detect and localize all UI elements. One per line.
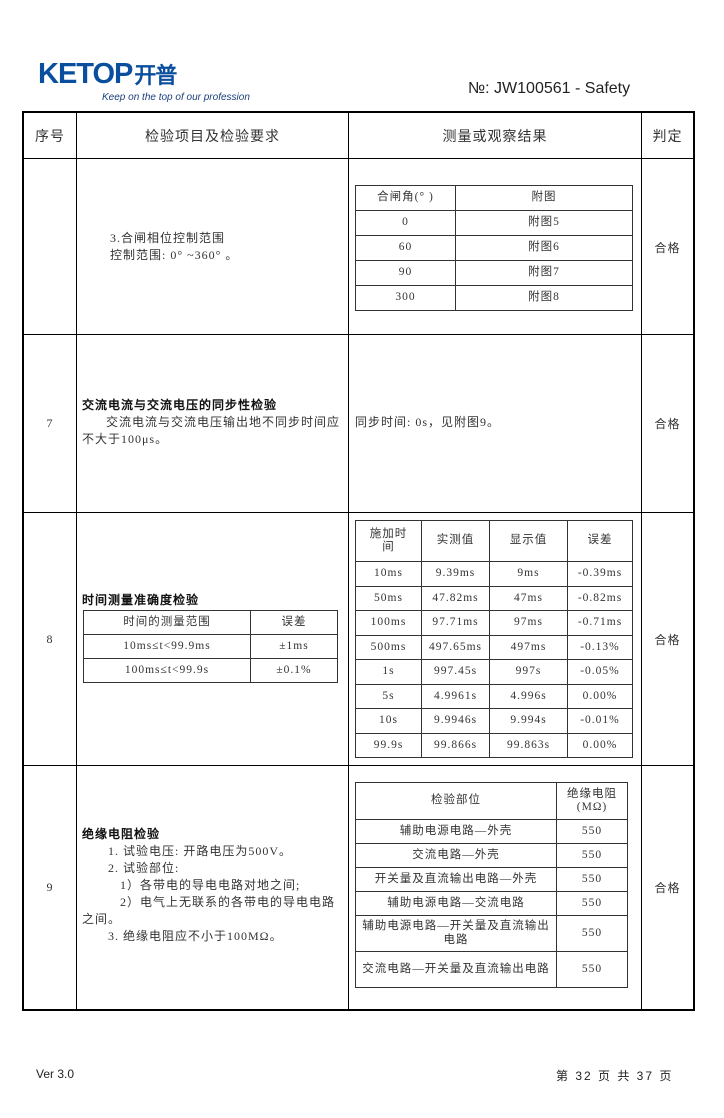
table-cell: 开关量及直流输出电路—外壳 (355, 867, 557, 892)
result-text: 同步时间: 0s，见附图9。 (355, 415, 501, 429)
table-cell: 47.82ms (421, 585, 490, 611)
table-cell: 997s (489, 659, 568, 685)
table-cell: 500ms (355, 634, 422, 660)
table-cell: 1s (355, 659, 422, 685)
table-cell: 9.9946s (421, 708, 490, 734)
table-row: 500ms 497.65ms 497ms -0.13% (355, 634, 633, 660)
table-row: 辅助电源电路—交流电路 550 (355, 891, 628, 916)
range-error-table: 时间的测量范围 误差 10ms≤t<99.9ms ±1ms 100ms≤t<99.9… (83, 610, 338, 683)
table-cell: 4.9961s (421, 683, 490, 709)
table-cell: 97.71ms (421, 610, 490, 636)
table-border (693, 111, 695, 1011)
table-cell: 550 (556, 891, 628, 916)
table-cell: -0.05% (567, 659, 633, 685)
table-cell: 550 (556, 843, 628, 868)
table-cell: -0.01% (567, 708, 633, 734)
row-number: 9 (46, 880, 54, 894)
divider (76, 111, 77, 1011)
table-cell: -0.82ms (567, 585, 633, 611)
table-cell: 550 (556, 819, 628, 844)
table-cell: 100ms (355, 610, 422, 636)
col-header-no: 序号 (35, 129, 65, 145)
time-accuracy-table: 施加时间 实测值 显示值 误差 10ms 9.39ms 9ms -0.39ms 50ms 47.… (355, 520, 633, 758)
table-cell: 50ms (355, 585, 422, 611)
verdict: 合格 (654, 417, 681, 431)
table-cell: 497ms (489, 634, 568, 660)
verdict: 合格 (654, 632, 681, 647)
divider (348, 111, 349, 1011)
table-cell: 9.994s (489, 708, 568, 734)
divider (641, 111, 642, 1011)
table-cell: 550 (556, 915, 628, 952)
table-border (22, 111, 24, 1011)
verdict: 合格 (654, 881, 681, 895)
divider (22, 334, 695, 335)
table-row: 100ms 97.71ms 97ms -0.71ms (355, 610, 633, 636)
row-number: 8 (46, 631, 54, 646)
divider (22, 512, 695, 513)
table-cell: 99.863s (489, 732, 568, 758)
table-cell: 0.00% (567, 732, 633, 758)
table-row: 辅助电源电路—开关量及直流输出电路 550 (355, 915, 628, 952)
requirement-text: 绝缘电阻检验 1. 试验电压: 开路电压为500V。 2. 试验部位: 1）各带… (82, 827, 336, 943)
closing-angle-table: 合闸角(° ) 附图 0 附图5 60 附图6 90 附图7 300 附图8 (355, 185, 633, 311)
table-border (22, 1009, 695, 1011)
table-cell: 9ms (489, 561, 568, 587)
document-number: №: JW100561 - Safety (468, 80, 631, 97)
table-cell: 99.9s (355, 732, 422, 758)
divider (22, 765, 695, 766)
table-row: 1s 997.45s 997s -0.05% (355, 659, 633, 685)
col-header-verdict: 判定 (652, 129, 683, 145)
table-row: 开关量及直流输出电路—外壳 550 (355, 867, 628, 892)
table-cell: -0.71ms (567, 610, 633, 636)
table-cell: 97ms (489, 610, 568, 636)
table-cell: 550 (556, 867, 628, 892)
col-header-result: 测量或观察结果 (442, 129, 548, 145)
table-cell: -0.39ms (567, 561, 633, 587)
requirement-text: 交流电流与交流电压的同步性检验 交流电流与交流电压输出地不同步时间应不大于100… (82, 398, 341, 446)
table-cell: 10s (355, 708, 422, 734)
table-cell: 550 (556, 951, 628, 988)
table-row: 交流电路—开关量及直流输出电路 550 (355, 951, 628, 988)
table-row: 交流电路—外壳 550 (355, 843, 628, 868)
table-cell: -0.13% (567, 634, 633, 660)
table-cell: 5s (355, 683, 422, 709)
requirement-title: 时间测量准确度检验 (82, 593, 200, 607)
table-cell: 辅助电源电路—开关量及直流输出电路 (355, 915, 557, 952)
table-cell: 交流电路—开关量及直流输出电路 (355, 951, 557, 988)
verdict: 合格 (654, 241, 681, 255)
table-row: 辅助电源电路—外壳 550 (355, 819, 628, 844)
table-border (22, 111, 695, 113)
table-row: 5s 4.9961s 4.996s 0.00% (355, 683, 633, 709)
table-cell: 辅助电源电路—外壳 (355, 819, 557, 844)
table-row: 50ms 47.82ms 47ms -0.82ms (355, 585, 633, 611)
row-number: 7 (46, 416, 54, 430)
page-number: 第 32 页 共 37 页 (556, 1069, 674, 1083)
table-cell: 10ms (355, 561, 422, 587)
requirement-text: 3.合闸相位控制范围 控制范围: 0° ~360° 。 (110, 231, 239, 262)
table-cell: 辅助电源电路—交流电路 (355, 891, 557, 916)
table-cell: 47ms (489, 585, 568, 611)
table-cell: 9.39ms (421, 561, 490, 587)
table-row: 99.9s 99.866s 99.863s 0.00% (355, 732, 633, 758)
col-header-requirement: 检验项目及检验要求 (145, 129, 280, 145)
table-cell: 497.65ms (421, 634, 490, 660)
slogan: Keep on the top of our profession (102, 92, 250, 103)
table-cell: 997.45s (421, 659, 490, 685)
version: Ver 3.0 (36, 1067, 75, 1081)
logo: KETOP开普 (38, 58, 177, 90)
divider (22, 158, 695, 159)
table-cell: 0.00% (567, 683, 633, 709)
table-row: 10s 9.9946s 9.994s -0.01% (355, 708, 633, 734)
table-cell: 交流电路—外壳 (355, 843, 557, 868)
table-cell: 4.996s (489, 683, 568, 709)
table-row: 10ms 9.39ms 9ms -0.39ms (355, 561, 633, 587)
insulation-table: 检验部位 绝缘电阻(MΩ) 辅助电源电路—外壳 550 交流电路—外壳 550 开关量及直… (355, 782, 628, 988)
table-cell: 99.866s (421, 732, 490, 758)
